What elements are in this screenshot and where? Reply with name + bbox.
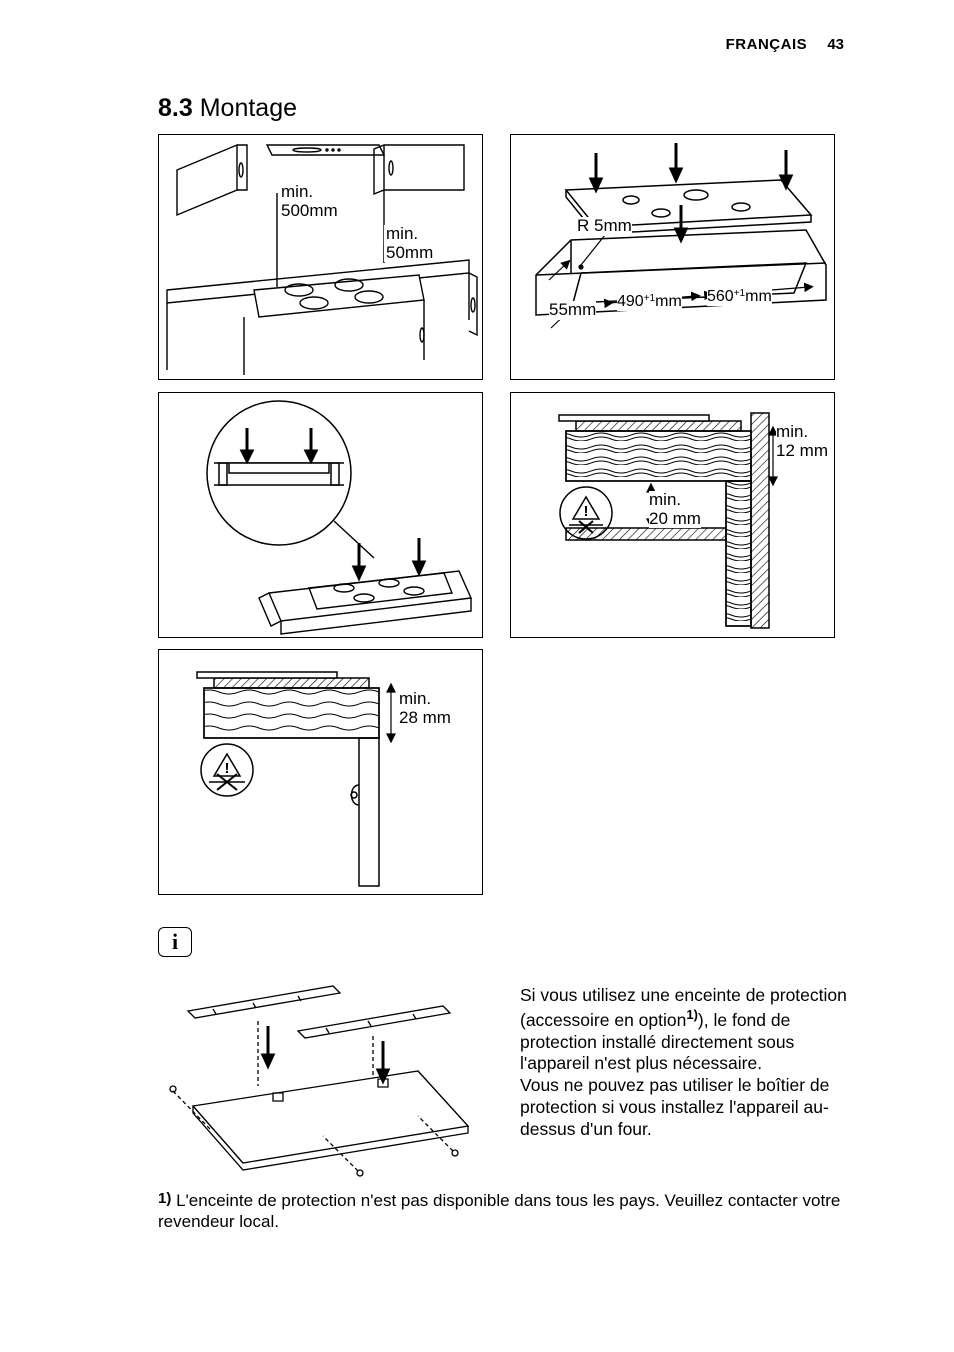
label-490mm: 490+1mm	[617, 293, 682, 311]
body-paragraph-2: Vous ne pouvez pas utiliser le boîtier d…	[520, 1075, 850, 1141]
footnote-mark: 1)	[158, 1190, 171, 1207]
section-title: Montage	[200, 94, 297, 122]
label-28mm: min. 28 mm	[399, 690, 451, 727]
label-500mm: min. 500mm	[279, 183, 340, 220]
label-r5mm: R 5mm	[577, 217, 632, 236]
diagram-section-28: ! min. 28 mm	[158, 649, 483, 895]
svg-text:!: !	[225, 760, 230, 777]
label-50mm: min. 50mm	[384, 225, 435, 262]
diagram-insert-detail	[158, 392, 483, 638]
diagram-protection-box	[158, 971, 483, 1181]
label-55mm: 55mm	[549, 301, 596, 320]
section-heading: 8.3 Montage	[158, 94, 297, 123]
svg-text:!: !	[584, 503, 589, 520]
diagram-cutout-dims: R 5mm 55mm 490+1mm 560+1mm	[510, 134, 835, 380]
section-number: 8.3	[158, 94, 193, 122]
page-header: FRANÇAIS 43	[726, 36, 844, 53]
label-560mm: 560+1mm	[707, 288, 772, 306]
header-page-number: 43	[827, 36, 844, 53]
footnote: 1) L'enceinte de protection n'est pas di…	[158, 1190, 848, 1233]
diagram-section-12-20: ! min. 12 mm min. 20 mm	[510, 392, 835, 638]
footnote-text: L'enceinte de protection n'est pas dispo…	[158, 1191, 840, 1231]
info-icon: i	[158, 927, 192, 957]
header-language: FRANÇAIS	[726, 36, 808, 53]
body-text: Si vous utilisez une enceinte de protect…	[520, 985, 850, 1141]
label-20mm: min. 20 mm	[649, 491, 701, 528]
body-paragraph-1: Si vous utilisez une enceinte de protect…	[520, 985, 850, 1075]
label-12mm: min. 12 mm	[776, 423, 828, 460]
diagram-clearances: min. 500mm min. 50mm	[158, 134, 483, 380]
